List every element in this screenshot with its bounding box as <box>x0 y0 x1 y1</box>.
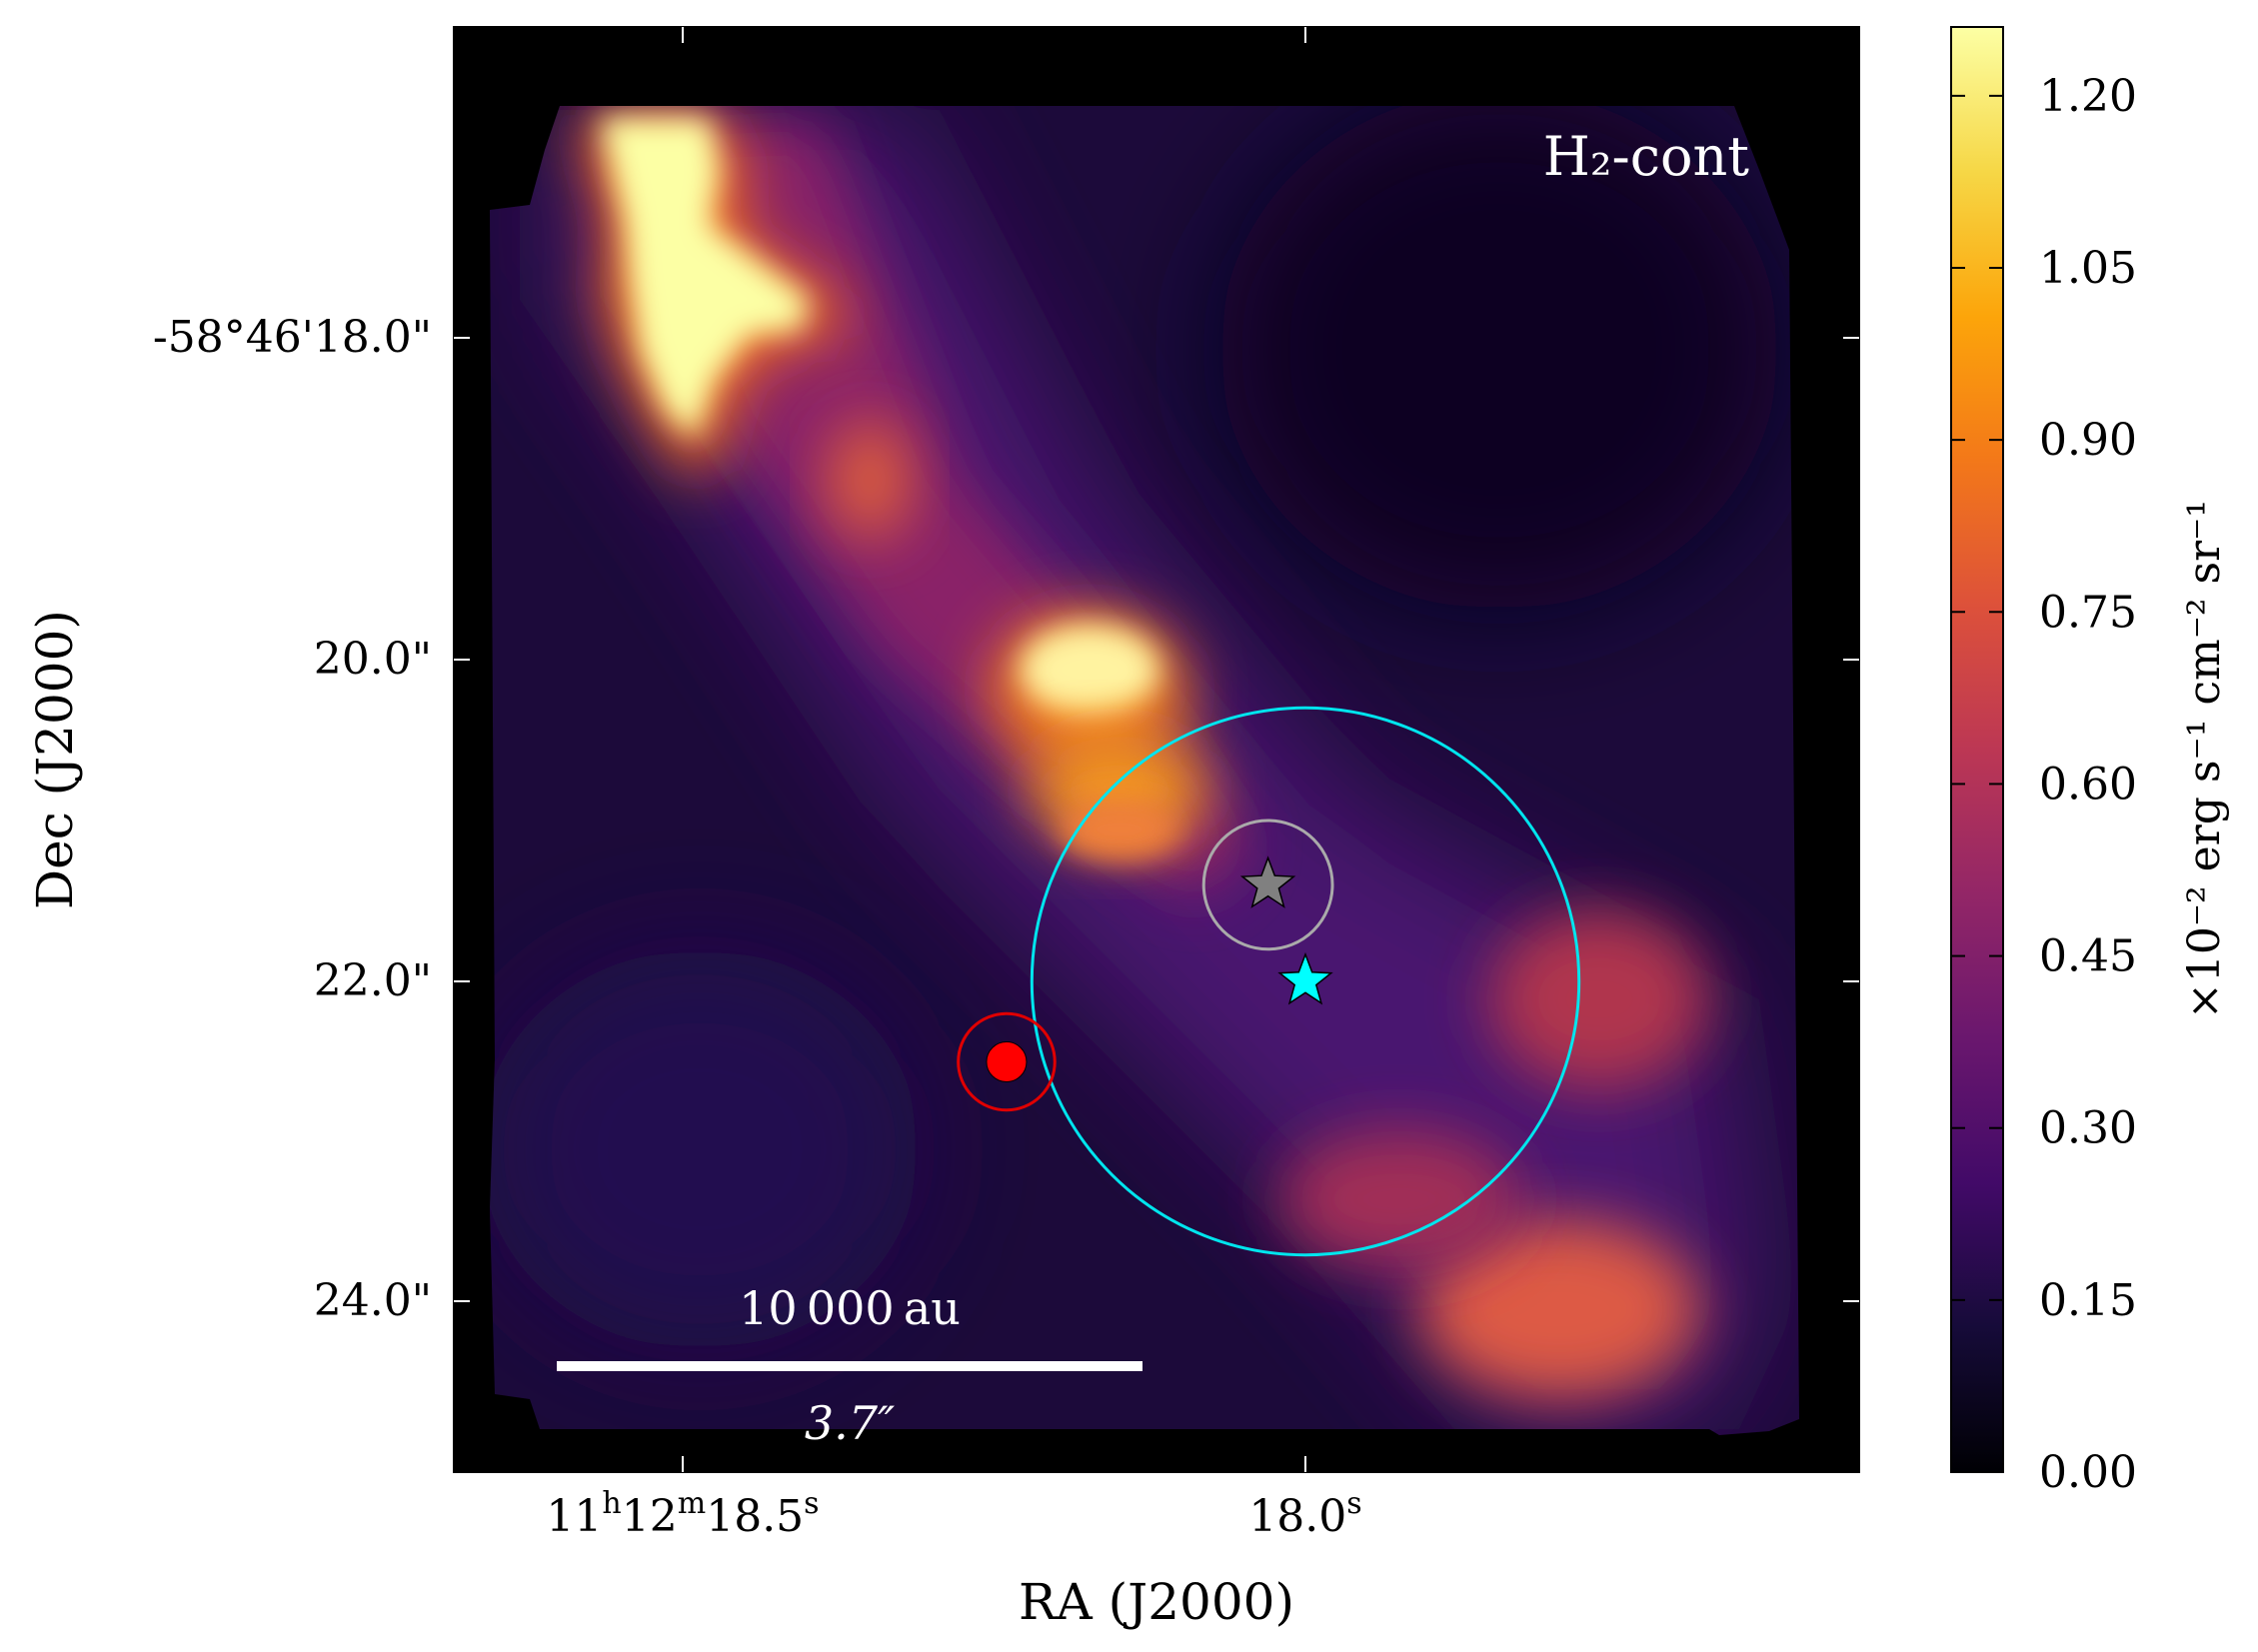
colorbar: 0.00 0.15 0.30 0.45 0.60 0.75 0.90 1.05 1.20 ×10… <box>1950 26 2230 1498</box>
colorbar-ticks: 0.00 0.15 0.30 0.45 0.60 0.75 0.90 1.05 1.20 <box>1951 71 2137 1498</box>
colorbar-label: ×10⁻² erg s⁻¹ cm⁻² sr⁻¹ <box>2179 500 2230 1019</box>
colorbar-tick-label: 1.05 <box>2039 243 2137 294</box>
gray-circle <box>1201 819 1334 951</box>
y-tick-label-0: -58°46'18.0" <box>153 312 432 363</box>
x-tick-label-1: 18.0s <box>1248 1486 1361 1542</box>
x-axis-label: RA (J2000) <box>1019 1573 1294 1631</box>
gray-star-marker <box>1239 855 1296 908</box>
y-tick-label-1: 20.0" <box>314 634 432 685</box>
emission-map <box>490 106 1799 1435</box>
axes-frame <box>453 26 1860 1473</box>
colorbar-tick-label: 0.75 <box>2039 587 2137 638</box>
colorbar-tick-label: 0.45 <box>2039 931 2137 982</box>
red-circle <box>957 1011 1057 1112</box>
colorbar-tick-label: 0.00 <box>2039 1447 2137 1498</box>
colorbar-tick-label: 0.15 <box>2039 1275 2137 1326</box>
overlay-layer <box>957 706 1581 1257</box>
y-tick-label-3: 24.0" <box>314 1275 432 1326</box>
scalebar-bottom-label: 3.7″ <box>805 1396 895 1450</box>
scalebar-line <box>557 1361 1142 1371</box>
map-label: H₂-cont <box>1543 125 1750 188</box>
colorbar-tick-label: 0.60 <box>2039 759 2137 810</box>
cyan-circle <box>1030 706 1581 1257</box>
colorbar-tick-label: 1.20 <box>2039 71 2137 122</box>
colorbar-tick-label: 0.30 <box>2039 1103 2137 1154</box>
y-ticks <box>454 337 1859 1302</box>
x-tick-label-0: 11h12m18.5s <box>546 1486 819 1542</box>
scalebar-top-label: 10 000 au <box>739 1281 961 1335</box>
cyan-star-marker <box>1277 951 1333 1005</box>
y-tick-label-2: 22.0" <box>314 955 432 1006</box>
red-dot-marker <box>986 1041 1028 1082</box>
colorbar-tick-label: 0.90 <box>2039 415 2137 466</box>
scalebar: 10 000 au 3.7″ <box>557 1281 1142 1450</box>
x-ticks <box>682 27 1306 1472</box>
y-axis-label: Dec (J2000) <box>26 610 84 909</box>
colorbar-gradient <box>1950 26 2004 1473</box>
